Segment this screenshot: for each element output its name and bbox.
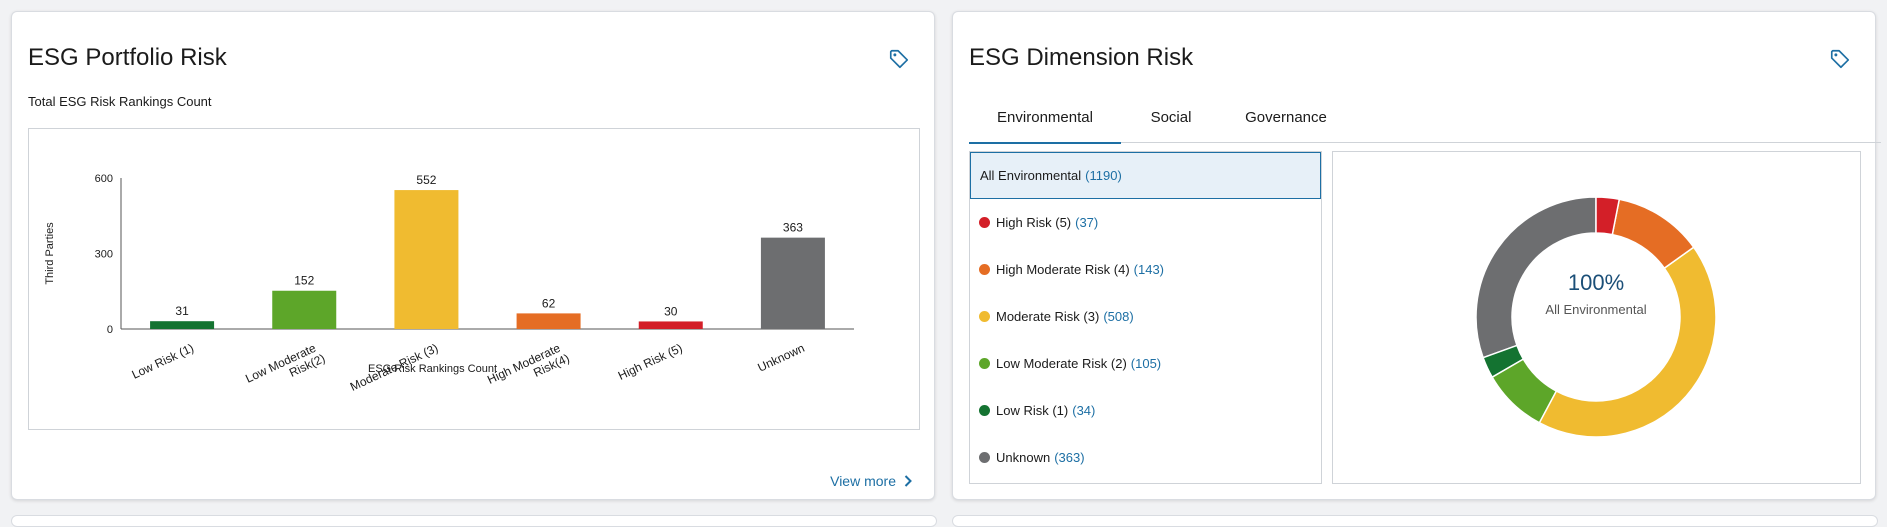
x-axis-label: ESG Risk Rankings Count [368,363,497,375]
risk-dot-icon [979,405,990,416]
list-item-low-moderate-risk[interactable]: Low Moderate Risk (2) (105) [970,340,1321,387]
bar-value-label: 30 [664,304,678,318]
x-tick-label: High Risk (5) [616,341,685,383]
chart-subtitle: Total ESG Risk Rankings Count [28,94,212,109]
x-tick-label: Low ModerateRisk(2) [243,339,327,397]
bar-chart-container: 0 300 600 Third Parties 31 Low Risk (1) 152 Low… [28,128,920,430]
card-title: ESG Portfolio Risk [28,44,227,71]
bar-value-label: 62 [542,296,556,310]
risk-list: All Environmental (1190) High Risk (5) (… [969,151,1322,484]
donut-slice-low-risk[interactable] [1482,344,1525,379]
bar-value-label: 152 [294,274,314,288]
list-item-all-environmental[interactable]: All Environmental (1190) [970,152,1321,199]
donut-center-label: All Environmental [1545,302,1646,317]
card-title: ESG Dimension Risk [969,44,1194,71]
tag-icon[interactable] [888,48,910,70]
tab-social[interactable]: Social [1150,109,1192,126]
list-item-high-risk[interactable]: High Risk (5) (37) [970,199,1321,246]
y-tick-label: 0 [107,324,113,336]
x-tick-label: Unknown [755,341,806,375]
risk-dot-icon [979,264,990,275]
list-item-high-moderate-risk[interactable]: High Moderate Risk (4) (143) [970,246,1321,293]
donut-chart: 100% All Environmental [1475,196,1717,438]
tab-governance[interactable]: Governance [1245,109,1327,126]
bar [150,321,215,329]
bar [760,237,825,329]
risk-dot-icon [979,311,990,322]
donut-chart-container: 100% All Environmental [1332,151,1861,484]
esg-portfolio-risk-card: ESG Portfolio Risk Total ESG Risk Rankin… [11,11,935,500]
bar [394,190,459,329]
risk-dot-icon [979,452,990,463]
bar-value-label: 31 [175,304,189,318]
donut-slice-high-risk[interactable] [1595,196,1621,236]
bar-value-label: 552 [416,173,436,187]
bar-chart: 0 300 600 Third Parties 31 Low Risk (1) 152 Low… [44,173,854,399]
list-item-moderate-risk[interactable]: Moderate Risk (3) (508) [970,293,1321,340]
view-more-label: View more [830,473,896,489]
list-item-low-risk[interactable]: Low Risk (1) (34) [970,387,1321,434]
risk-dot-icon [979,358,990,369]
list-item-unknown[interactable]: Unknown (363) [970,434,1321,481]
bar [516,313,581,329]
chevron-right-icon [904,475,912,487]
tab-environmental[interactable]: Environmental [969,108,1121,144]
donut-slice-high-moderate-risk[interactable] [1611,198,1695,270]
risk-dot-icon [979,217,990,228]
donut-slice-moderate-risk[interactable] [1538,246,1717,438]
y-tick-label: 600 [95,173,113,185]
x-tick-label: High ModerateRisk(4) [485,339,571,399]
bar-value-label: 363 [783,221,803,235]
donut-slice-low-moderate-risk[interactable] [1491,358,1558,424]
tag-icon[interactable] [1829,48,1851,70]
bar [638,321,703,329]
y-tick-label: 300 [95,249,113,261]
view-more-link[interactable]: View more [830,473,912,489]
x-tick-label: Low Risk (1) [130,341,196,382]
esg-dimension-risk-card: ESG Dimension Risk Environmental Social … [952,11,1881,500]
y-axis-label: Third Parties [44,222,56,285]
donut-center-value: 100% [1568,270,1624,295]
bar [272,290,337,329]
dimension-tabs: Environmental Social Governance [969,108,1881,144]
